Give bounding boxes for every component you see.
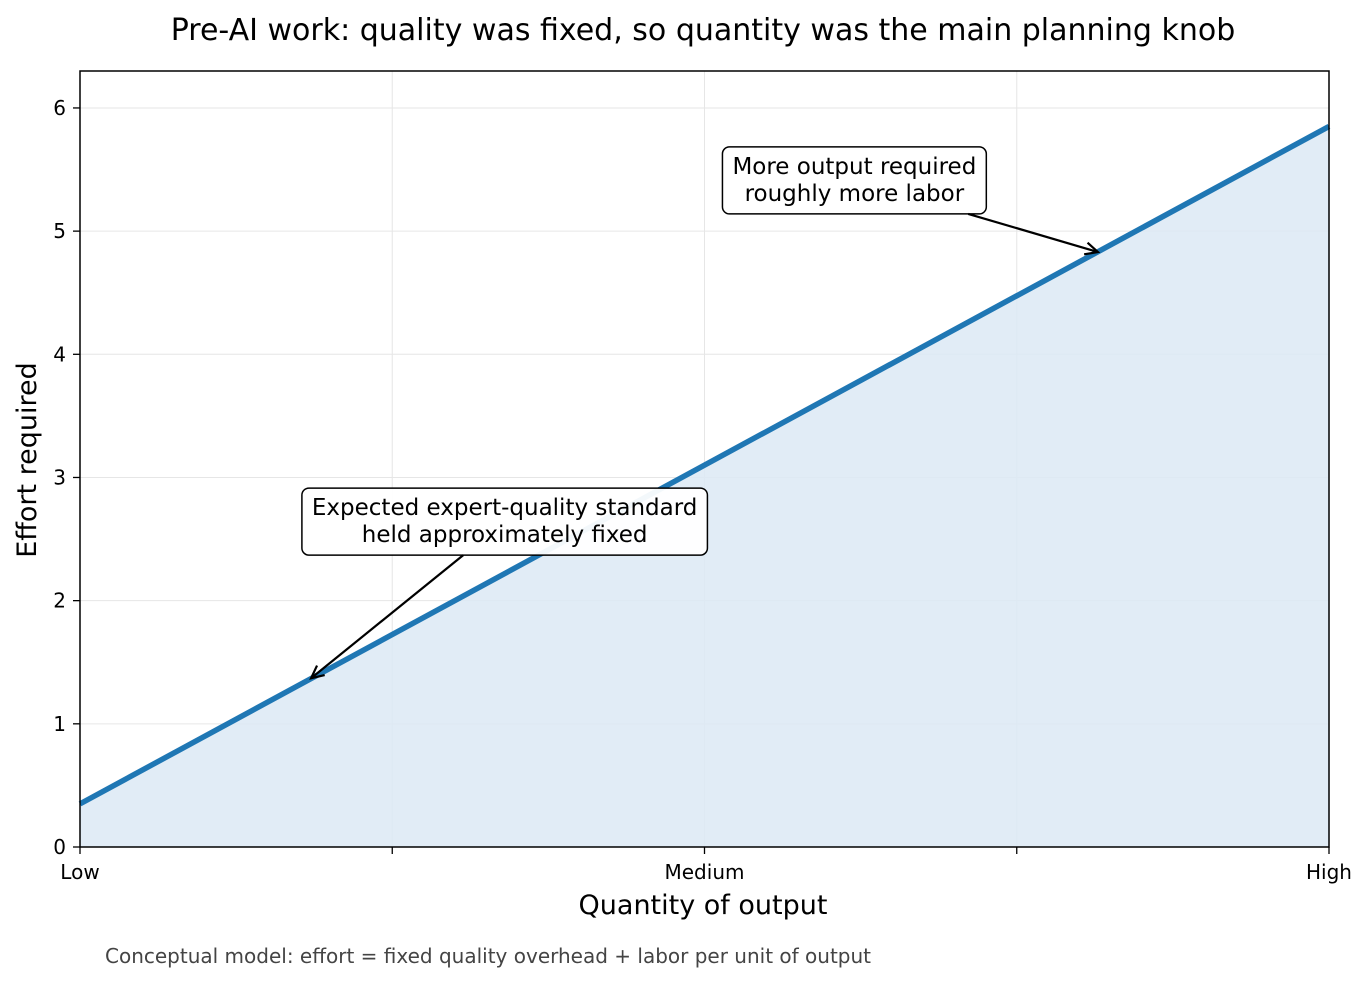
series-line xyxy=(78,124,1331,807)
y-tick-label: 1 xyxy=(53,712,66,736)
x-axis-label: Quantity of output xyxy=(579,890,828,921)
y-tick-label: 2 xyxy=(53,589,66,613)
y-tick-label: 3 xyxy=(53,465,66,489)
annotation-box xyxy=(721,146,988,215)
annotation-text: Expected expert-quality standard xyxy=(312,495,698,521)
x-axis-ticks: Low Medium High xyxy=(60,847,1352,884)
y-tick-label: 5 xyxy=(53,219,66,243)
y-axis-label: Effort required xyxy=(12,362,43,558)
annotation-text: More output required xyxy=(732,154,976,180)
annotation-text: held approximately fixed xyxy=(362,522,648,548)
caption: Conceptual model: effort = fixed quality… xyxy=(105,944,871,968)
annotation-arrow xyxy=(967,212,1099,254)
annotation-arrowhead xyxy=(309,665,325,680)
y-tick-label: 4 xyxy=(53,342,66,366)
x-tick-label: Medium xyxy=(665,860,745,884)
y-tick-label: 6 xyxy=(53,96,66,120)
annotation-arrowhead xyxy=(1083,241,1101,256)
annotation-text: roughly more labor xyxy=(745,181,965,207)
chart-title: Pre-AI work: quality was fixed, so quant… xyxy=(171,13,1236,48)
y-tick-label: 0 xyxy=(53,835,66,859)
x-tick-label: High xyxy=(1306,860,1352,884)
area-fill xyxy=(80,126,1329,847)
y-axis-ticks: 0 1 2 3 4 5 6 xyxy=(53,96,80,859)
x-tick-label: Low xyxy=(60,860,99,884)
annotation-box xyxy=(301,487,709,556)
annotation-arrow xyxy=(310,554,464,680)
